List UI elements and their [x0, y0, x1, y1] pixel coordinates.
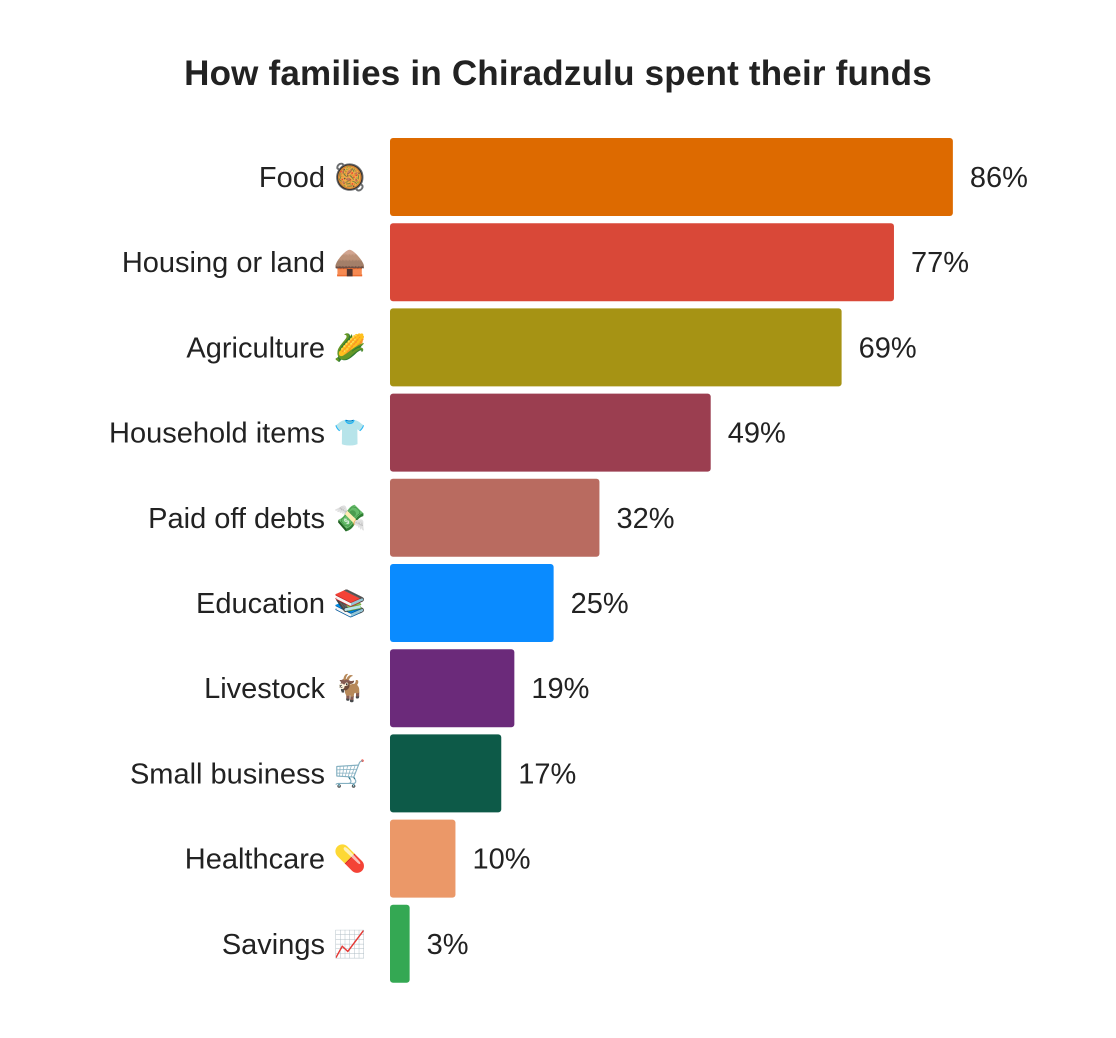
pill-icon: 💊 [334, 843, 366, 875]
corn-icon: 🌽 [334, 331, 366, 363]
goat-icon: 🐐 [334, 673, 366, 704]
chart-title: How families in Chiradzulu spent their f… [184, 54, 932, 93]
value-label: 32% [616, 503, 674, 535]
category-label: Food [259, 162, 325, 194]
category-label: Housing or land [122, 247, 325, 279]
paella-icon: 🥘 [334, 161, 366, 193]
bar-savings [390, 904, 410, 983]
bar-livestock [390, 649, 515, 728]
books-icon: 📚 [334, 589, 366, 619]
chart-increasing-icon: 📈 [334, 929, 366, 960]
value-label: 49% [728, 418, 786, 450]
bar-food [390, 138, 953, 216]
hut-icon: 🛖 [334, 248, 366, 278]
bar-small-business [390, 734, 502, 813]
category-label: Education [196, 588, 325, 620]
category-label: Paid off debts [148, 503, 325, 535]
bar-paid-off-debts [390, 478, 600, 557]
value-label: 19% [531, 673, 589, 705]
value-label: 69% [859, 332, 917, 364]
category-label: Savings [222, 929, 325, 961]
value-label: 77% [911, 247, 969, 279]
bar-household-items [390, 393, 711, 472]
value-label: 86% [970, 162, 1028, 194]
category-label: Agriculture [186, 332, 325, 364]
shopping-cart-icon: 🛒 [334, 758, 366, 789]
bar-agriculture [390, 308, 842, 387]
bar-healthcare [390, 819, 456, 898]
category-label: Livestock [204, 673, 325, 705]
category-label: Household items [109, 418, 325, 450]
tshirt-icon: 👕 [334, 419, 366, 449]
category-label: Healthcare [185, 844, 325, 876]
money-with-wings-icon: 💸 [334, 504, 366, 534]
value-label: 25% [571, 588, 629, 620]
value-label: 17% [518, 758, 576, 790]
value-label: 10% [472, 844, 530, 876]
bar-housing-or-land [390, 223, 894, 302]
value-label: 3% [427, 929, 469, 961]
bar-education [390, 564, 554, 642]
category-label: Small business [130, 758, 325, 790]
